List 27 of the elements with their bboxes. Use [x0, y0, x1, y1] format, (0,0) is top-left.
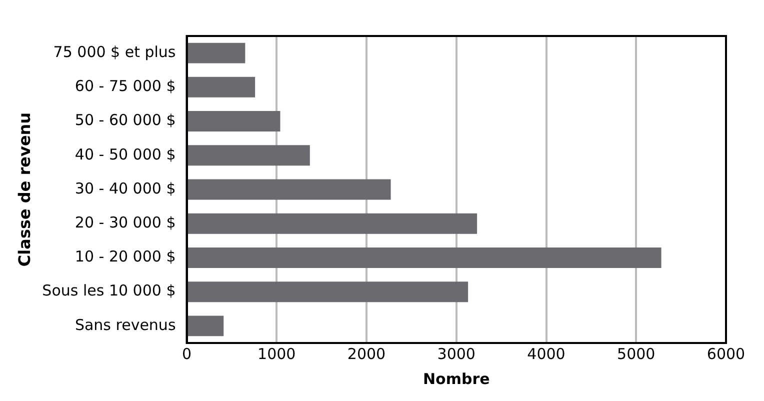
bar	[188, 76, 256, 98]
bar	[188, 179, 391, 200]
x-tick-label: 1000	[258, 344, 296, 363]
y-tick-label: 30 - 40 000 $	[74, 179, 176, 198]
bar	[188, 42, 246, 64]
bar	[188, 111, 280, 132]
x-tick-label: 3000	[437, 344, 476, 363]
x-tick-label: 4000	[527, 344, 566, 363]
x-tick-label: 2000	[347, 344, 386, 363]
bar	[188, 247, 662, 268]
x-tick-label: 5000	[617, 344, 656, 363]
y-tick-label: 40 - 50 000 $	[74, 145, 176, 164]
y-tick-label: Sous les 10 000 $	[42, 282, 176, 300]
x-tick-label: 0	[182, 344, 192, 363]
bar	[188, 282, 468, 302]
y-axis-title: Classe de revenu	[14, 112, 34, 267]
bar	[188, 213, 478, 234]
bar	[188, 145, 310, 166]
y-tick-label: 20 - 30 000 $	[74, 214, 176, 232]
x-tick-label: 6000	[706, 344, 746, 363]
bar	[188, 316, 224, 336]
y-tick-label: 60 - 75 000 $	[74, 77, 176, 96]
y-tick-label: 50 - 60 000 $	[74, 111, 176, 130]
y-tick-label: 75 000 $ et plus	[53, 42, 176, 61]
y-tick-label: 10 - 20 000 $	[74, 248, 176, 266]
y-tick-label: Sans revenus	[74, 316, 176, 334]
x-axis-title: Nombre	[422, 370, 490, 388]
